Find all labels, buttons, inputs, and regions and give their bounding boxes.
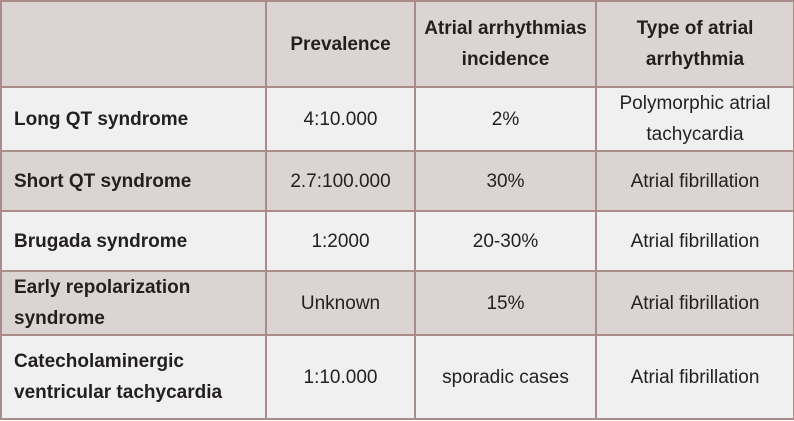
incidence-cell: 15% bbox=[414, 270, 597, 336]
syndrome-name: Catecholaminergic ventricular tachycardi… bbox=[0, 334, 267, 420]
incidence-cell: 2% bbox=[414, 86, 597, 152]
arrhythmia-type-cell: Atrial fibrillation bbox=[595, 334, 794, 420]
syndrome-name: Brugada syndrome bbox=[0, 210, 267, 272]
header-cell-empty bbox=[0, 0, 267, 88]
incidence-cell: 30% bbox=[414, 150, 597, 212]
table-row: Brugada syndrome 1:2000 20-30% Atrial fi… bbox=[0, 210, 794, 272]
prevalence-cell: 4:10.000 bbox=[265, 86, 416, 152]
table-row: Short QT syndrome 2.7:100.000 30% Atrial… bbox=[0, 150, 794, 212]
prevalence-cell: 1:2000 bbox=[265, 210, 416, 272]
arrhythmia-type-cell: Atrial fibrillation bbox=[595, 150, 794, 212]
arrhythmia-type-cell: Atrial fibrillation bbox=[595, 210, 794, 272]
header-prevalence: Prevalence bbox=[265, 0, 416, 88]
table-header-row: Prevalence Atrial arrhythmias incidence … bbox=[0, 0, 794, 88]
table-row: Early repolarization syndrome Unknown 15… bbox=[0, 270, 794, 336]
arrhythmia-type-cell: Polymorphic atrial tachycardia bbox=[595, 86, 794, 152]
prevalence-cell: Unknown bbox=[265, 270, 416, 336]
table-row: Catecholaminergic ventricular tachycardi… bbox=[0, 334, 794, 420]
syndrome-name: Long QT syndrome bbox=[0, 86, 267, 152]
syndrome-name: Short QT syndrome bbox=[0, 150, 267, 212]
prevalence-cell: 2.7:100.000 bbox=[265, 150, 416, 212]
arrhythmia-type-cell: Atrial fibrillation bbox=[595, 270, 794, 336]
header-arrhythmia-type: Type of atrial arrhythmia bbox=[595, 0, 794, 88]
syndrome-name: Early repolarization syndrome bbox=[0, 270, 267, 336]
incidence-cell: 20-30% bbox=[414, 210, 597, 272]
header-incidence: Atrial arrhythmias incidence bbox=[414, 0, 597, 88]
prevalence-cell: 1:10.000 bbox=[265, 334, 416, 420]
incidence-cell: sporadic cases bbox=[414, 334, 597, 420]
table-row: Long QT syndrome 4:10.000 2% Polymorphic… bbox=[0, 86, 794, 152]
